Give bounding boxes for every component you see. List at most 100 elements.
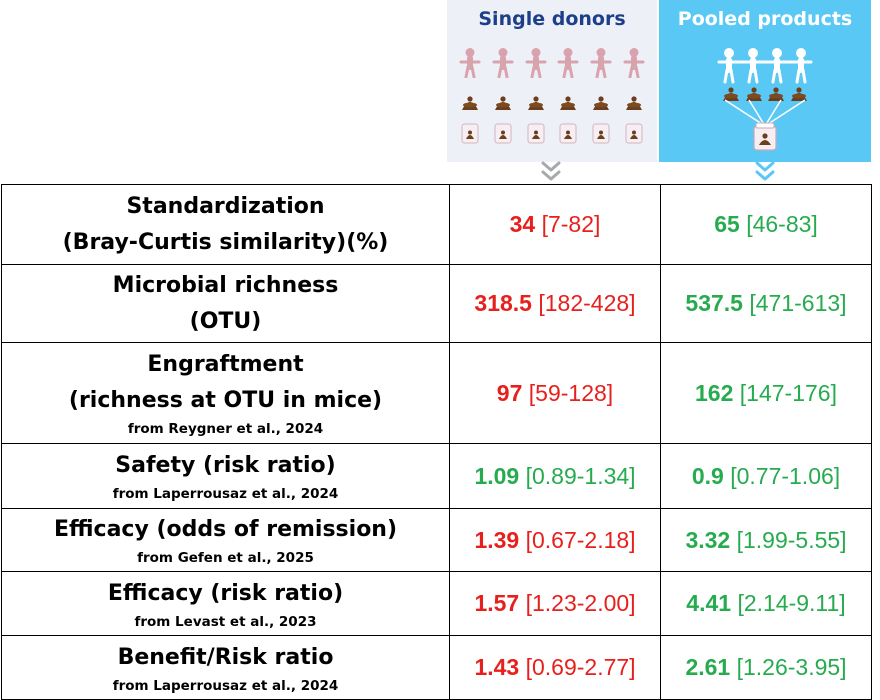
single-value: 97	[496, 379, 523, 406]
pooled-stool-row	[721, 86, 809, 107]
pooled-estimate: 65 [46-83]	[714, 211, 818, 237]
pooled-jar-icon	[753, 122, 777, 151]
pooled-estimate: 162 [147-176]	[695, 380, 837, 406]
person-icon	[523, 48, 549, 78]
stool-icon	[523, 88, 549, 118]
person-icon	[588, 48, 614, 78]
pooled-value-cell: 537.5 [471-613]	[660, 264, 872, 343]
pooled-value-cell: 162 [147-176]	[660, 342, 872, 444]
single-ci: [7-82]	[541, 211, 601, 237]
table-row: Benefit/Risk ratio from Laperrousaz et al…	[1, 635, 872, 700]
single-estimate: 1.57 [1.23-2.00]	[474, 590, 635, 616]
table-row: Efficacy (risk ratio) from Levast et al.,…	[1, 571, 872, 636]
chevron-down-icon	[755, 161, 775, 181]
person-icon	[457, 48, 483, 78]
single-value: 34	[509, 211, 536, 237]
single-value-cell: 97 [59-128]	[449, 342, 661, 444]
table-row: Standardization (Bray-Curtis similarity)(…	[1, 184, 872, 265]
metric-source: from Gefen et al., 2025	[137, 550, 314, 566]
single-estimate: 1.09 [0.89-1.34]	[474, 463, 635, 489]
metric-label: (OTU)	[189, 308, 262, 334]
person-icon	[621, 48, 647, 78]
jar-icon	[523, 118, 549, 148]
metric-label: Engraftment	[147, 352, 304, 377]
jar-icon	[588, 118, 614, 148]
pooling-lines	[724, 99, 806, 127]
pooled-estimate: 0.9 [0.77-1.06]	[692, 463, 840, 489]
stool-icon	[588, 88, 614, 118]
pooled-value: 162	[695, 379, 734, 406]
stool-icon	[457, 88, 483, 118]
donor-stool-row	[457, 88, 647, 118]
person-icon	[490, 48, 516, 78]
pooled-estimate: 2.61 [1.26-3.95]	[685, 654, 846, 680]
pooled-people-icon	[717, 48, 813, 84]
pooled-value-cell: 2.61 [1.26-3.95]	[660, 635, 872, 700]
metric-label-cell: Efficacy (risk ratio) from Levast et al.,…	[1, 571, 450, 636]
pooled-value: 0.9	[691, 462, 724, 489]
pooled-value-cell: 4.41 [2.14-9.11]	[660, 571, 872, 636]
pooled-value-cell: 65 [46-83]	[660, 184, 872, 265]
pooled-ci: [46-83]	[746, 211, 818, 237]
stool-icon	[721, 86, 741, 107]
metric-source: from Laperrousaz et al., 2024	[112, 677, 339, 694]
single-estimate: 318.5 [182-428]	[474, 290, 635, 316]
table-row: Safety (risk ratio) from Laperrousaz et a…	[1, 443, 872, 509]
pooled-estimate: 537.5 [471-613]	[685, 290, 846, 316]
single-value: 1.57	[474, 590, 520, 616]
metric-source: from Laperrousaz et al., 2024	[112, 486, 339, 502]
stool-icon	[621, 88, 647, 118]
metric-label: (richness at OTU in mice)	[68, 388, 383, 413]
pooled-estimate: 3.32 [1.99-5.55]	[685, 527, 846, 553]
single-value: 1.43	[474, 654, 520, 680]
pooled-products-panel: Pooled products	[659, 0, 871, 162]
single-ci: [59-128]	[528, 379, 614, 406]
metric-label: Efficacy (risk ratio)	[107, 580, 344, 606]
single-estimate: 1.43 [0.69-2.77]	[474, 654, 635, 680]
single-estimate: 97 [59-128]	[497, 380, 613, 406]
metric-source: from Levast et al., 2023	[134, 613, 317, 630]
pooled-ci: [471-613]	[749, 290, 847, 316]
pooled-value: 4.41	[686, 590, 732, 616]
metric-label-cell: Efficacy (odds of remission) from Gefen e…	[1, 508, 450, 572]
metric-label: (Bray-Curtis similarity)(%)	[62, 229, 389, 255]
metric-label: Standardization	[126, 193, 325, 219]
metric-label: Microbial richness	[112, 272, 339, 298]
single-ci: [0.89-1.34]	[525, 462, 636, 489]
pooled-value-cell: 0.9 [0.77-1.06]	[660, 443, 872, 509]
comparison-table-body: Standardization (Bray-Curtis similarity)(…	[1, 184, 872, 700]
person-icon	[555, 48, 581, 78]
jar-icon	[621, 118, 647, 148]
single-ci: [0.69-2.77]	[525, 654, 636, 680]
table-row: Efficacy (odds of remission) from Gefen e…	[1, 508, 872, 572]
donor-jar-row	[457, 118, 647, 148]
metric-label-cell: Safety (risk ratio) from Laperrousaz et a…	[1, 443, 450, 509]
single-ci: [182-428]	[538, 290, 636, 316]
single-donors-panel: Single donors	[447, 0, 657, 162]
metric-label: Benefit/Risk ratio	[117, 644, 334, 670]
single-value-cell: 1.57 [1.23-2.00]	[449, 571, 661, 636]
single-value-cell: 318.5 [182-428]	[449, 264, 661, 343]
single-value: 1.39	[474, 526, 520, 553]
single-value-cell: 34 [7-82]	[449, 184, 661, 265]
jar-icon	[490, 118, 516, 148]
metric-label: Safety (risk ratio)	[115, 453, 336, 478]
pooled-value: 2.61	[685, 654, 731, 680]
pooled-ci: [0.77-1.06]	[730, 462, 841, 489]
single-value: 1.09	[474, 462, 520, 489]
jar-icon	[555, 118, 581, 148]
table-row: Engraftment (richness at OTU in mice) from…	[1, 342, 872, 444]
single-value: 318.5	[474, 290, 532, 316]
pooled-products-title: Pooled products	[677, 8, 853, 30]
stool-icon	[789, 86, 809, 107]
single-value-cell: 1.09 [0.89-1.34]	[449, 443, 661, 509]
metric-label-cell: Standardization (Bray-Curtis similarity)(…	[1, 184, 450, 265]
metric-label-cell: Engraftment (richness at OTU in mice) from…	[1, 342, 450, 444]
pooled-value: 537.5	[685, 290, 743, 316]
stool-icon	[766, 86, 786, 107]
metric-source: from Reygner et al., 2024	[127, 421, 324, 437]
single-donors-title: Single donors	[478, 8, 626, 30]
metric-label: Efficacy (odds of remission)	[53, 517, 398, 542]
chevron-down-icon	[541, 161, 561, 181]
single-ci: [1.23-2.00]	[525, 590, 636, 616]
